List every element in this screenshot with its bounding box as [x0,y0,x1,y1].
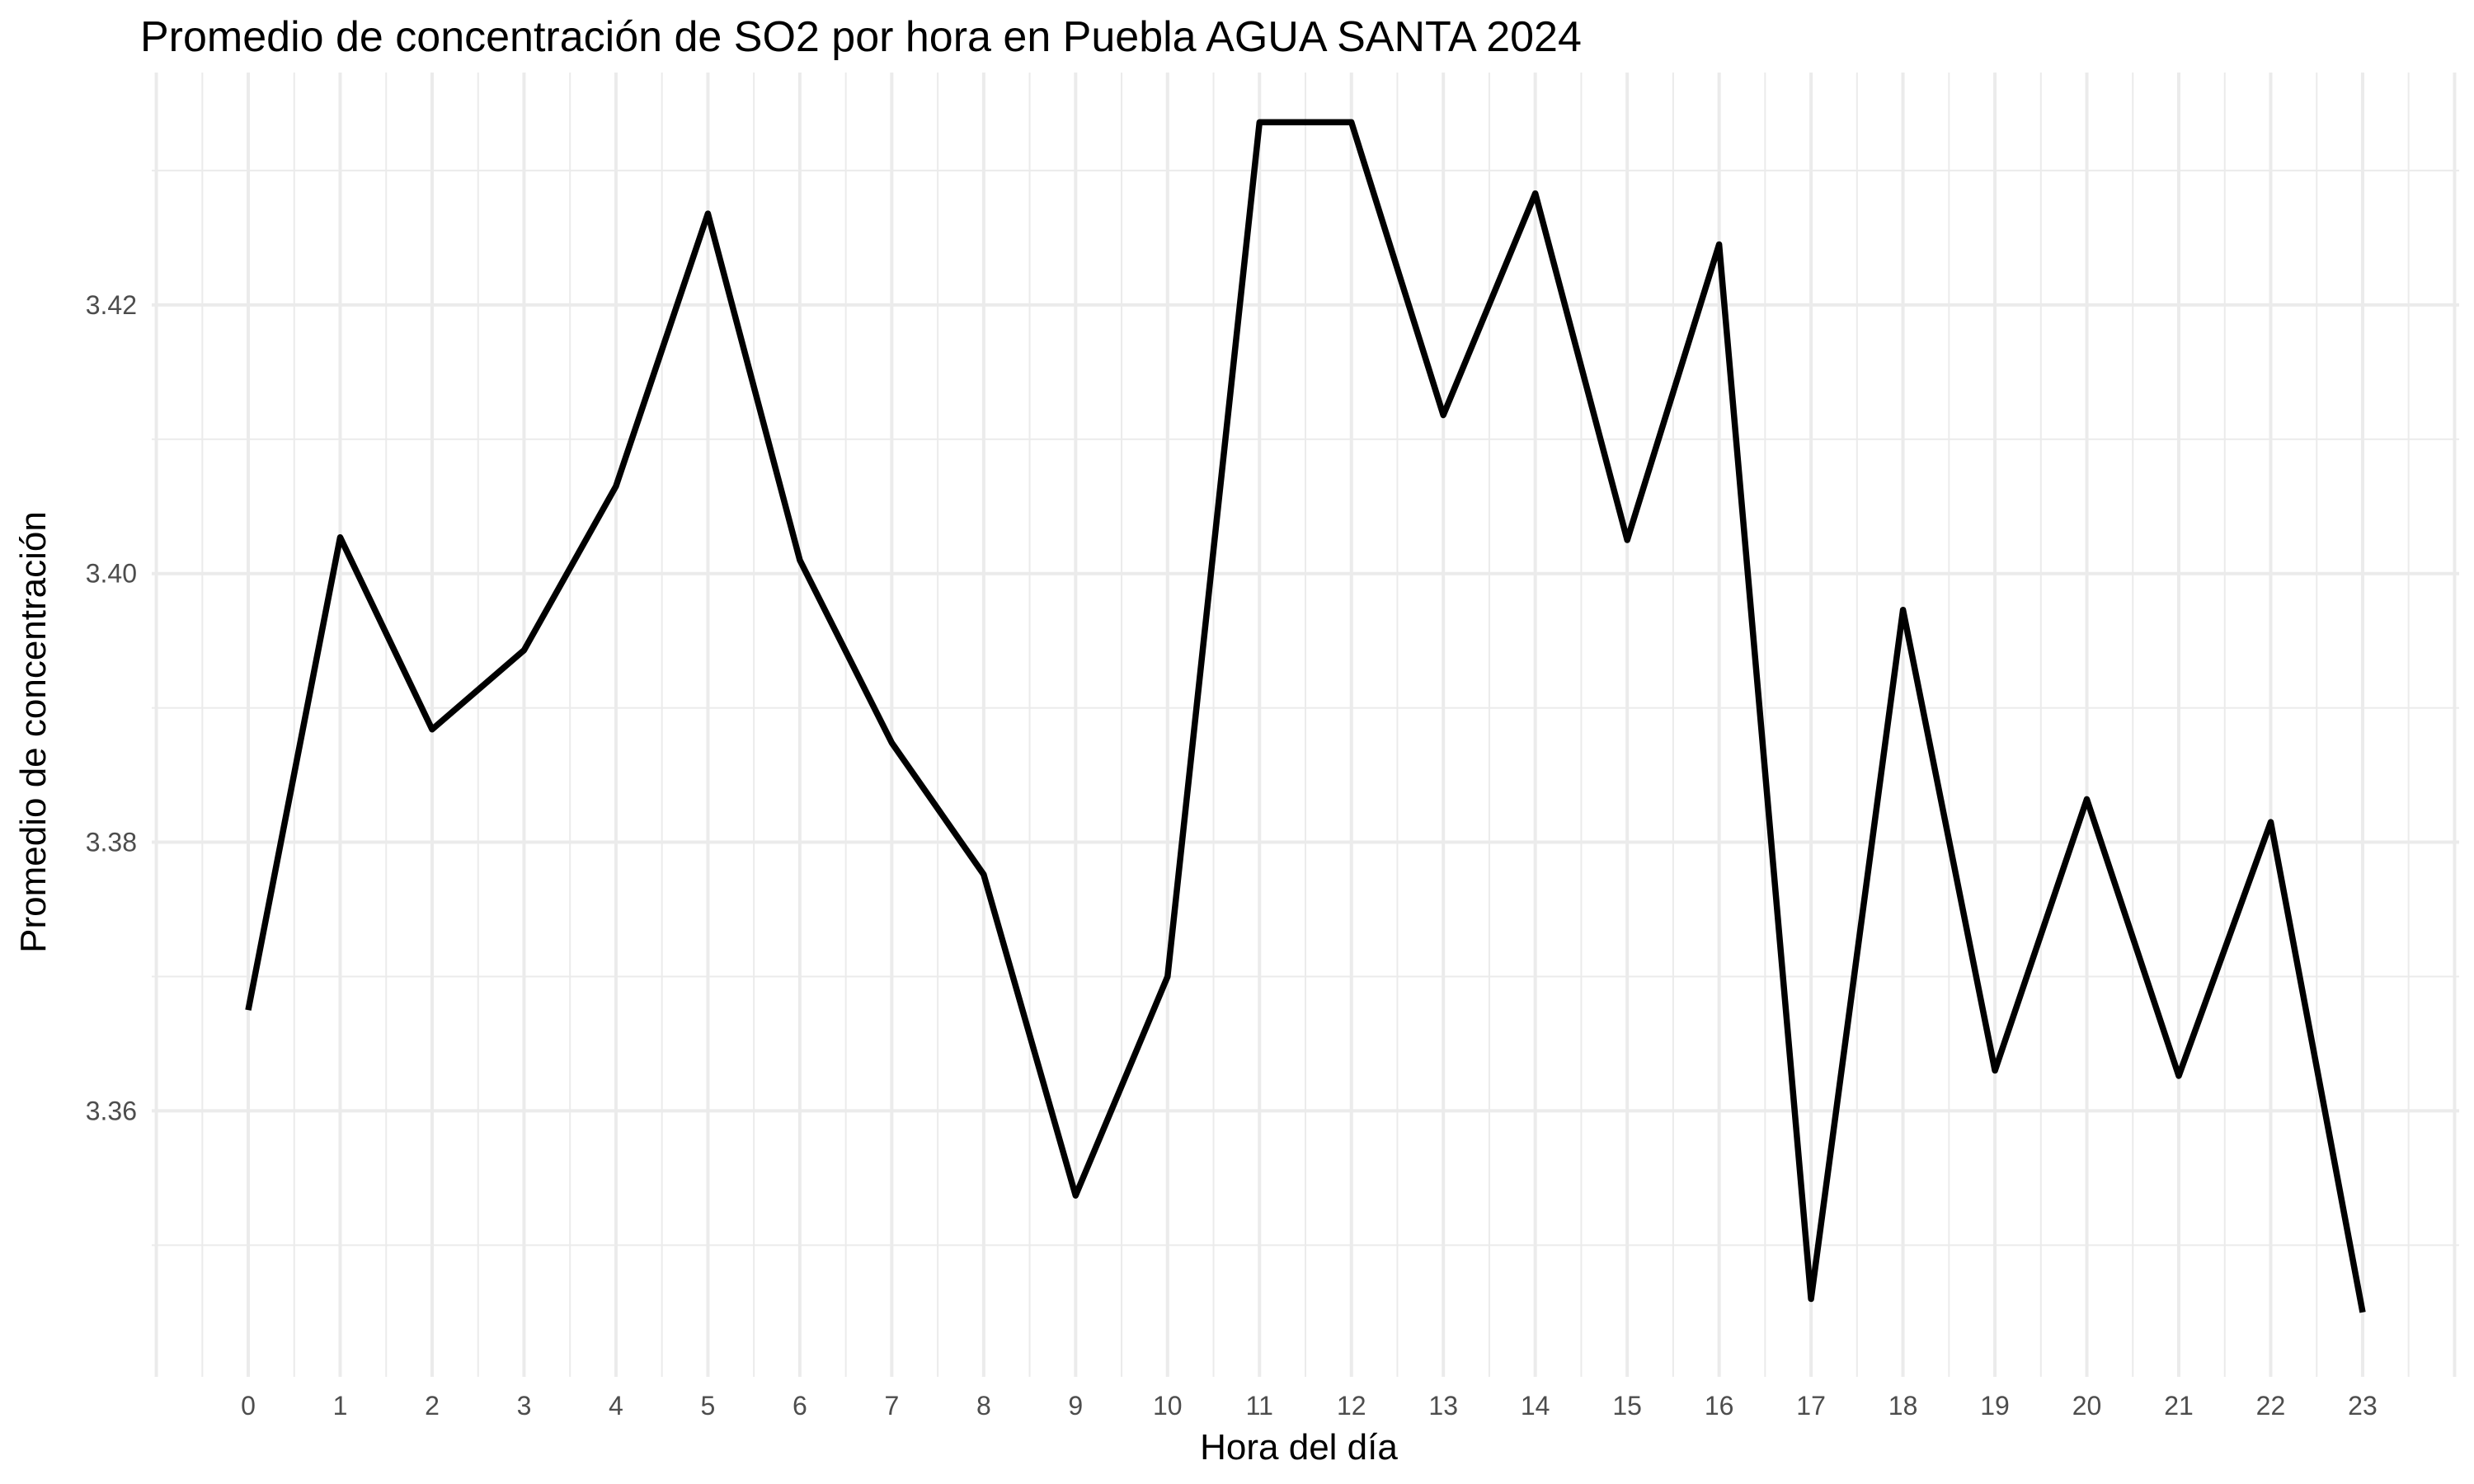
x-axis-ticks: 0 1 2 3 4 5 6 7 8 9 10 11 12 13 14 15 16 17 18 19 20 21 22 23 [241,1391,2378,1421]
y-tick-label: 3.38 [86,828,137,857]
x-tick-label: 20 [2072,1391,2102,1421]
y-axis-ticks: 3.36 3.38 3.40 3.42 [86,290,137,1126]
x-tick-label: 5 [701,1391,716,1421]
x-tick-label: 14 [1521,1391,1550,1421]
x-tick-label: 4 [609,1391,623,1421]
x-tick-label: 2 [425,1391,440,1421]
x-tick-label: 21 [2164,1391,2194,1421]
x-tick-label: 7 [884,1391,899,1421]
x-tick-label: 0 [241,1391,256,1421]
x-tick-label: 18 [1888,1391,1918,1421]
x-tick-label: 17 [1796,1391,1826,1421]
x-tick-label: 12 [1337,1391,1366,1421]
x-axis-title: Hora del día [1200,1427,1398,1468]
x-tick-label: 6 [793,1391,807,1421]
x-tick-label: 11 [1246,1391,1273,1421]
x-tick-label: 23 [2348,1391,2378,1421]
y-axis-title: Promedio de concentración [13,511,54,953]
x-tick-label: 10 [1153,1391,1183,1421]
y-tick-label: 3.40 [86,559,137,589]
plot-data [245,119,2366,1313]
x-tick-label: 15 [1612,1391,1642,1421]
x-tick-label: 19 [1980,1391,2010,1421]
x-tick-label: 1 [333,1391,348,1421]
chart-title: Promedio de concentración de SO2 por hor… [140,13,1582,61]
x-tick-label: 8 [976,1391,991,1421]
x-tick-label: 16 [1705,1391,1734,1421]
series-line-0 [245,119,2366,1313]
x-tick-label: 22 [2256,1391,2286,1421]
x-tick-label: 13 [1428,1391,1458,1421]
x-tick-label: 3 [517,1391,532,1421]
grid [152,73,2459,1377]
y-tick-label: 3.42 [86,290,137,320]
y-tick-label: 3.36 [86,1096,137,1125]
x-tick-label: 9 [1068,1391,1083,1421]
